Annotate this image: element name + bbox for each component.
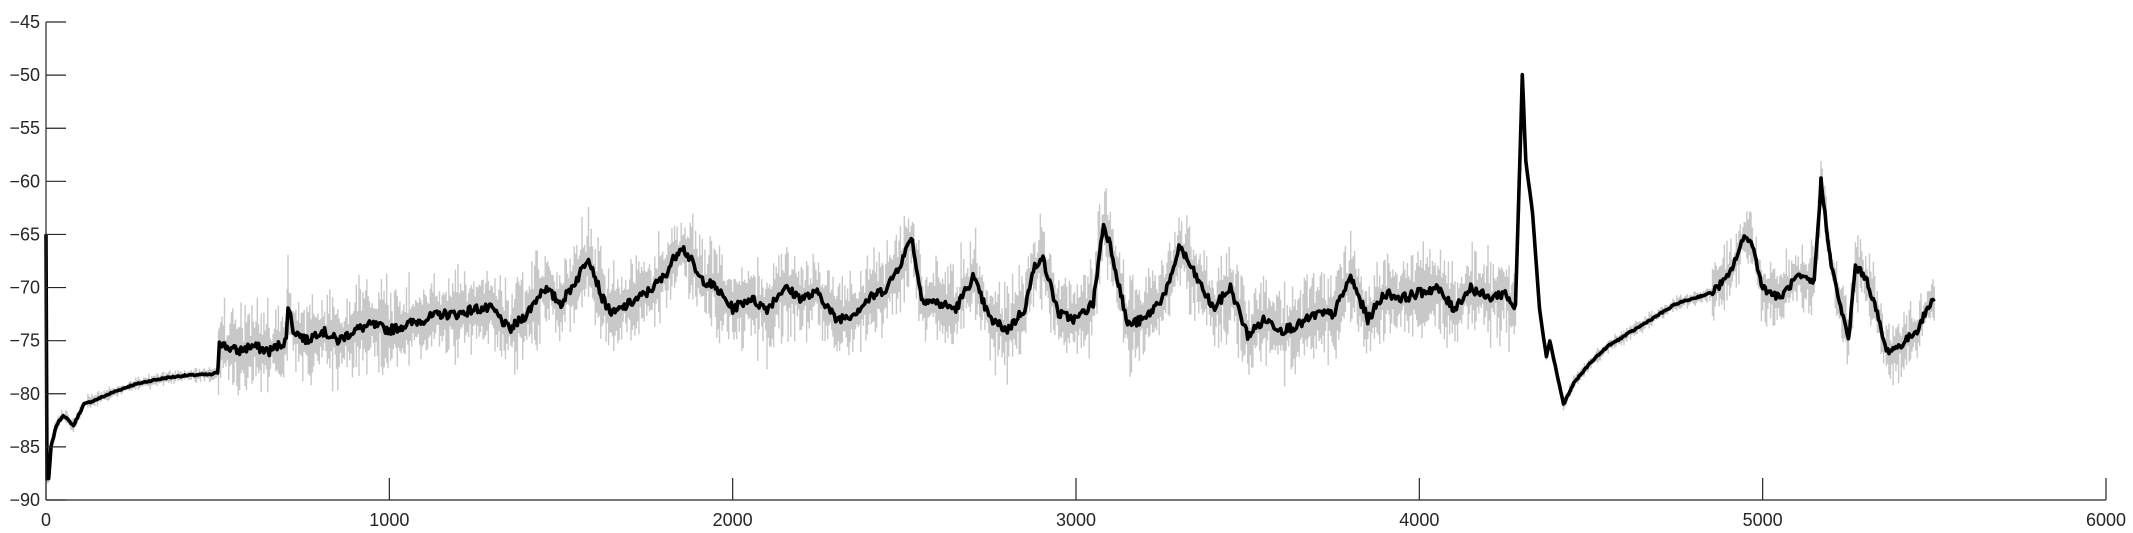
axes <box>45 22 2106 501</box>
x-tick-label: 6000 <box>2086 510 2126 530</box>
y-tick-label: −60 <box>9 171 40 191</box>
variability-band <box>45 72 1935 484</box>
x-ticks: 0 1000 2000 3000 4000 5000 6000 <box>41 478 2126 530</box>
y-tick-label: −80 <box>9 384 40 404</box>
mean-series <box>44 72 1936 481</box>
y-tick-label: −45 <box>9 12 40 32</box>
x-tick-label: 4000 <box>1399 510 1439 530</box>
x-tick-label: 1000 <box>369 510 409 530</box>
y-tick-label: −65 <box>9 224 40 244</box>
x-tick-label: 2000 <box>713 510 753 530</box>
y-tick-label: −75 <box>9 331 40 351</box>
y-tick-label: −90 <box>9 490 40 510</box>
y-ticks: −90 −85 −80 −75 −70 −65 −60 −55 −50 −45 <box>9 12 66 510</box>
y-tick-label: −50 <box>9 65 40 85</box>
x-tick-label: 3000 <box>1056 510 1096 530</box>
y-tick-label: −70 <box>9 278 40 298</box>
variability-band-path <box>45 72 1935 484</box>
x-tick-label: 0 <box>41 510 51 530</box>
x-tick-label: 5000 <box>1743 510 1783 530</box>
y-tick-label: −85 <box>9 437 40 457</box>
mean-line <box>44 72 1936 481</box>
y-tick-label: −55 <box>9 118 40 138</box>
